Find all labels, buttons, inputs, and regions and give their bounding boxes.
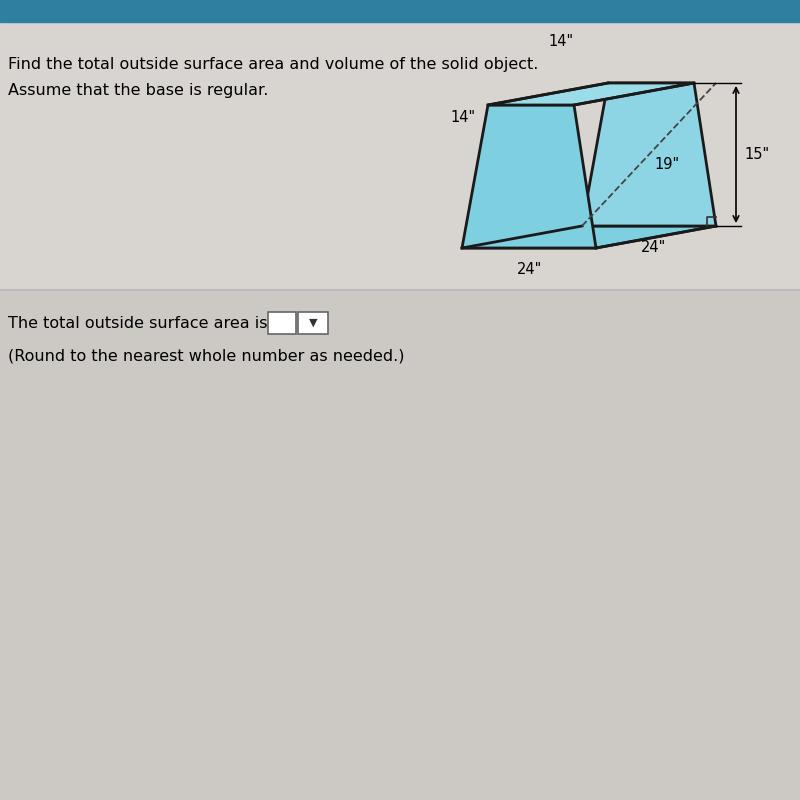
Text: 15": 15" xyxy=(744,147,769,162)
Polygon shape xyxy=(462,105,596,248)
Bar xyxy=(268,312,296,334)
Text: (Round to the nearest whole number as needed.): (Round to the nearest whole number as ne… xyxy=(8,349,405,363)
Polygon shape xyxy=(488,83,694,105)
Bar xyxy=(0,22,800,290)
Polygon shape xyxy=(462,226,716,248)
Text: ▼: ▼ xyxy=(309,318,318,328)
Polygon shape xyxy=(582,83,716,226)
Text: Assume that the base is regular.: Assume that the base is regular. xyxy=(8,82,268,98)
Text: 24": 24" xyxy=(642,241,666,255)
Text: 19": 19" xyxy=(654,157,679,172)
Text: 14": 14" xyxy=(549,34,574,50)
Bar xyxy=(0,290,800,800)
Text: 14": 14" xyxy=(451,110,476,125)
Text: Find the total outside surface area and volume of the solid object.: Find the total outside surface area and … xyxy=(8,58,538,73)
Text: 24": 24" xyxy=(516,262,542,278)
Text: The total outside surface area is: The total outside surface area is xyxy=(8,315,267,330)
Bar xyxy=(0,0,800,22)
Bar xyxy=(298,312,328,334)
